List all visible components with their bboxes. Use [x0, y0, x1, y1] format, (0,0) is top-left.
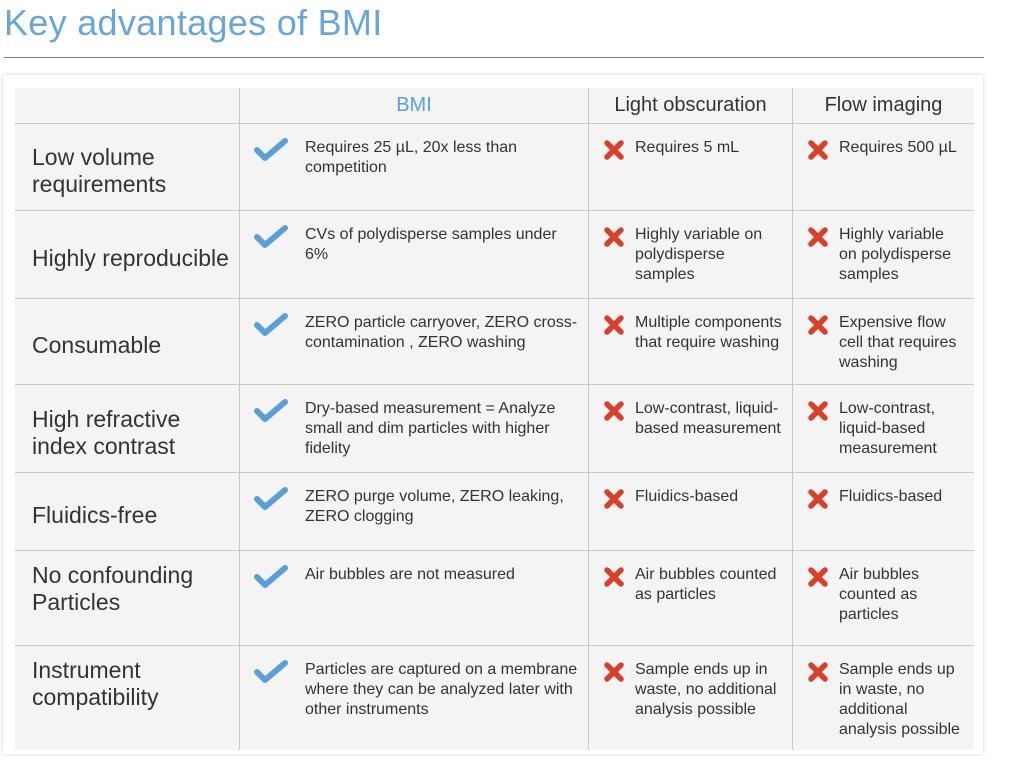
feature-label: No confounding Particles: [15, 550, 240, 646]
feature-label: Instrument compatibility: [32, 657, 159, 710]
bmi-cell: ZERO particle carryover, ZERO cross-cont…: [239, 298, 589, 385]
bmi-text: ZERO purge volume, ZERO leaking, ZERO cl…: [305, 488, 564, 525]
flow-imaging-cell: Air bubbles counted as particles: [792, 550, 974, 646]
feature-label: High refractive index contrast: [15, 384, 240, 473]
light-obscuration-cell: Air bubbles counted as particles: [588, 550, 793, 646]
light-obscuration-text: Fluidics-based: [635, 488, 739, 505]
cross-icon: [603, 488, 625, 510]
cross-icon: [603, 139, 625, 161]
flow-imaging-text: Expensive flow cell that requires washin…: [839, 314, 957, 371]
flow-imaging-text: Fluidics-based: [839, 488, 943, 505]
bmi-text: ZERO particle carryover, ZERO cross-cont…: [305, 314, 578, 351]
page-title: Key advantages of BMI: [4, 2, 383, 43]
table-row: Fluidics-free ZERO purge volume, ZERO lea…: [15, 472, 974, 551]
light-obscuration-text: Requires 5 mL: [635, 139, 740, 156]
cross-icon: [807, 226, 829, 248]
check-icon: [254, 313, 288, 337]
header-bmi: BMI: [239, 88, 589, 124]
light-obscuration-cell: Sample ends up in waste, no additional a…: [588, 645, 793, 750]
table-header-row: BMI Light obscuration Flow imaging: [15, 88, 974, 124]
light-obscuration-text: Multiple components that require washing: [635, 314, 782, 351]
bmi-text: Requires 25 µL, 20x less than competitio…: [305, 139, 518, 176]
title-divider: [4, 57, 984, 58]
table-row: Highly reproducible CVs of polydisperse s…: [15, 210, 974, 299]
comparison-table: BMI Light obscuration Flow imaging Low v…: [15, 88, 974, 750]
feature-label: Low volume requirements: [15, 123, 240, 211]
comparison-card: BMI Light obscuration Flow imaging Low v…: [3, 75, 983, 754]
bmi-cell: Dry-based measurement = Analyze small an…: [239, 384, 589, 473]
feature-label: Fluidics-free: [15, 472, 240, 551]
cross-icon: [807, 400, 829, 422]
light-obscuration-text: Sample ends up in waste, no additional a…: [635, 661, 777, 718]
check-icon: [254, 138, 288, 162]
bmi-cell: CVs of polydisperse samples under 6%: [239, 210, 589, 299]
cross-icon: [807, 139, 829, 161]
flow-imaging-cell: Expensive flow cell that requires washin…: [792, 298, 974, 385]
bmi-text: Air bubbles are not measured: [305, 566, 515, 583]
flow-imaging-text: Highly variable on polydisperse samples: [839, 226, 952, 283]
feature-label: Highly reproducible: [15, 210, 240, 299]
cross-icon: [603, 226, 625, 248]
check-icon: [254, 225, 288, 249]
flow-imaging-text: Requires 500 µL: [839, 139, 957, 156]
flow-imaging-text: Air bubbles counted as particles: [839, 566, 920, 623]
cross-icon: [807, 488, 829, 510]
flow-imaging-cell: Highly variable on polydisperse samples: [792, 210, 974, 299]
table-row: High refractive index contrast Dry-based …: [15, 384, 974, 473]
cross-icon: [807, 661, 829, 683]
light-obscuration-cell: Low-contrast, liquid-based measurement: [588, 384, 793, 473]
flow-imaging-cell: Sample ends up in waste, no additional a…: [792, 645, 974, 750]
cross-icon: [807, 566, 829, 588]
bmi-cell: ZERO purge volume, ZERO leaking, ZERO cl…: [239, 472, 589, 551]
light-obscuration-cell: Highly variable on polydisperse samples: [588, 210, 793, 299]
flow-imaging-cell: Low-contrast, liquid-based measurement: [792, 384, 974, 473]
header-light-obscuration: Light obscuration: [588, 88, 793, 124]
check-icon: [254, 660, 288, 684]
check-icon: [254, 565, 288, 589]
flow-imaging-cell: Requires 500 µL: [792, 123, 974, 211]
table-row: Low volume requirements Requires 25 µL, 2…: [15, 123, 974, 211]
header-feature: [15, 88, 240, 124]
flow-imaging-text: Sample ends up in waste, no additional a…: [839, 661, 960, 738]
light-obscuration-text: Highly variable on polydisperse samples: [635, 226, 763, 283]
feature-label: Consumable: [15, 298, 240, 385]
flow-imaging-cell: Fluidics-based: [792, 472, 974, 551]
table-body: Low volume requirements Requires 25 µL, 2…: [15, 123, 974, 750]
cross-icon: [603, 314, 625, 336]
light-obscuration-cell: Fluidics-based: [588, 472, 793, 551]
bmi-text: CVs of polydisperse samples under 6%: [305, 226, 557, 263]
light-obscuration-cell: Multiple components that require washing: [588, 298, 793, 385]
light-obscuration-cell: Requires 5 mL: [588, 123, 793, 211]
check-icon: [254, 399, 288, 423]
cross-icon: [603, 400, 625, 422]
table-row: Consumable ZERO particle carryover, ZERO …: [15, 298, 974, 385]
check-icon: [254, 487, 288, 511]
cross-icon: [807, 314, 829, 336]
bmi-text: Particles are captured on a membrane whe…: [305, 661, 578, 718]
light-obscuration-text: Low-contrast, liquid-based measurement: [635, 400, 781, 437]
light-obscuration-text: Air bubbles counted as particles: [635, 566, 777, 603]
header-flow-imaging: Flow imaging: [792, 88, 974, 124]
bmi-cell: Air bubbles are not measured: [239, 550, 589, 646]
bmi-cell: Requires 25 µL, 20x less than competitio…: [239, 123, 589, 211]
table-row: Instrument compatibility Particles are ca…: [15, 645, 974, 750]
flow-imaging-text: Low-contrast, liquid-based measurement: [839, 400, 937, 457]
cross-icon: [603, 661, 625, 683]
table-row: No confounding Particles Air bubbles are …: [15, 550, 974, 646]
bmi-text: Dry-based measurement = Analyze small an…: [305, 400, 556, 457]
cross-icon: [603, 566, 625, 588]
bmi-cell: Particles are captured on a membrane whe…: [239, 645, 589, 750]
